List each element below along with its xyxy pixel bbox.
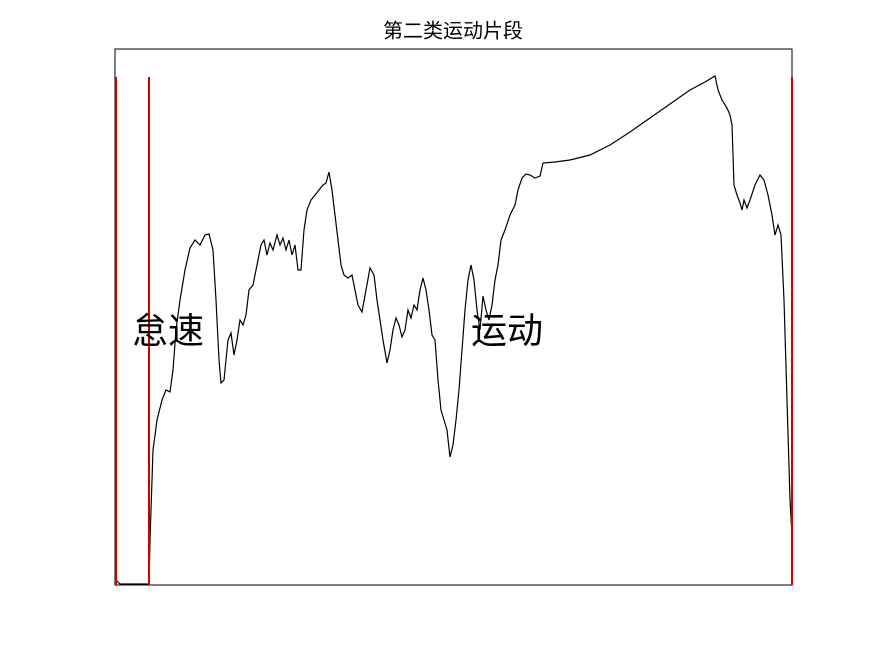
- data-line: [115, 75, 793, 585]
- annotation: 怠速: [132, 311, 204, 352]
- chart-title: 第二类运动片段: [383, 19, 523, 43]
- annotation: 运动: [471, 311, 543, 352]
